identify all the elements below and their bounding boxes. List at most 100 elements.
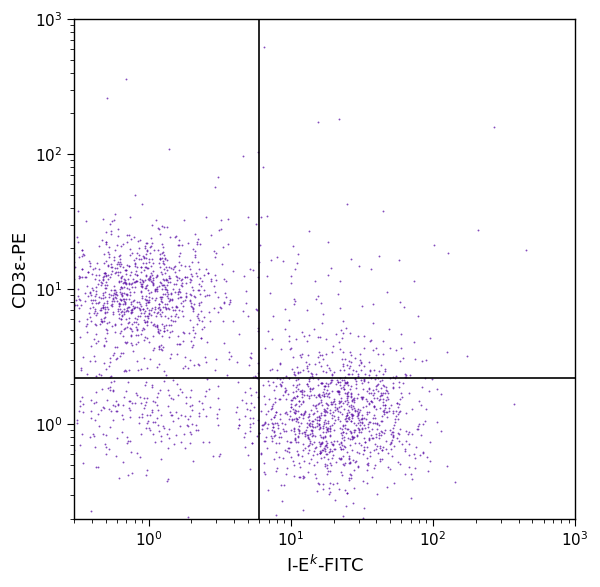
Point [414, 396, 424, 406]
Point [260, 467, 269, 476]
Point [254, 369, 263, 378]
Point [343, 408, 352, 417]
Point [47, 397, 57, 406]
Point [210, 183, 220, 192]
Point [161, 321, 170, 330]
Point [327, 387, 337, 396]
Point [381, 382, 391, 392]
Point [415, 420, 424, 429]
Point [142, 298, 151, 308]
Point [377, 390, 387, 400]
Point [355, 421, 365, 430]
Point [331, 380, 341, 389]
Point [374, 433, 384, 443]
Point [181, 411, 190, 421]
Point [108, 415, 118, 424]
Point [147, 294, 157, 303]
Point [130, 255, 139, 265]
Point [339, 376, 349, 385]
Point [154, 325, 163, 334]
Point [380, 389, 390, 398]
Point [337, 425, 347, 434]
Point [347, 433, 357, 442]
Point [316, 398, 326, 407]
Point [336, 453, 346, 463]
Point [154, 299, 164, 309]
Point [259, 436, 269, 446]
Point [334, 387, 343, 396]
Point [131, 276, 141, 285]
Point [343, 369, 352, 378]
Point [347, 369, 357, 379]
Point [325, 363, 334, 372]
Point [101, 270, 111, 279]
Point [219, 274, 229, 284]
Point [180, 272, 190, 281]
Point [107, 302, 117, 311]
Point [341, 379, 351, 388]
Point [364, 398, 374, 407]
Point [91, 291, 100, 301]
Point [296, 419, 306, 428]
Point [367, 396, 376, 406]
Point [328, 440, 337, 449]
Point [388, 424, 398, 433]
Point [358, 410, 367, 419]
Point [123, 470, 133, 480]
Point [155, 278, 165, 287]
Point [200, 392, 209, 401]
Point [314, 357, 323, 367]
Point [369, 464, 379, 473]
Point [91, 398, 101, 407]
Point [141, 271, 151, 281]
Point [129, 303, 139, 313]
Point [145, 425, 155, 434]
Point [109, 286, 118, 295]
Point [371, 370, 381, 380]
Point [413, 424, 423, 434]
Point [343, 410, 352, 419]
Point [104, 304, 113, 313]
Point [112, 296, 122, 306]
Point [324, 393, 334, 402]
Point [342, 377, 352, 387]
Point [308, 383, 317, 392]
Point [316, 438, 326, 447]
Point [391, 406, 401, 416]
Point [37, 440, 46, 449]
Point [172, 272, 182, 282]
Point [323, 400, 332, 409]
Point [148, 321, 158, 330]
Point [191, 268, 201, 278]
Point [254, 257, 263, 266]
Point [357, 394, 367, 403]
Point [194, 265, 203, 274]
Point [347, 395, 356, 404]
Point [292, 414, 302, 424]
Point [185, 356, 195, 365]
Point [108, 350, 118, 360]
Point [150, 285, 160, 295]
Point [161, 282, 170, 292]
Point [296, 410, 305, 419]
Point [325, 444, 335, 454]
Point [165, 295, 175, 304]
Point [320, 461, 330, 470]
Point [177, 278, 187, 288]
Point [315, 448, 325, 458]
Point [193, 257, 202, 266]
Point [393, 402, 403, 411]
Point [220, 339, 229, 348]
Point [358, 414, 367, 424]
Point [103, 261, 112, 270]
Point [199, 322, 209, 332]
Point [188, 456, 198, 465]
Point [33, 249, 43, 258]
Point [154, 307, 163, 316]
Point [357, 419, 367, 428]
Point [172, 339, 182, 349]
Point [217, 215, 226, 225]
Point [100, 280, 110, 289]
Point [175, 384, 185, 394]
Point [269, 427, 279, 437]
